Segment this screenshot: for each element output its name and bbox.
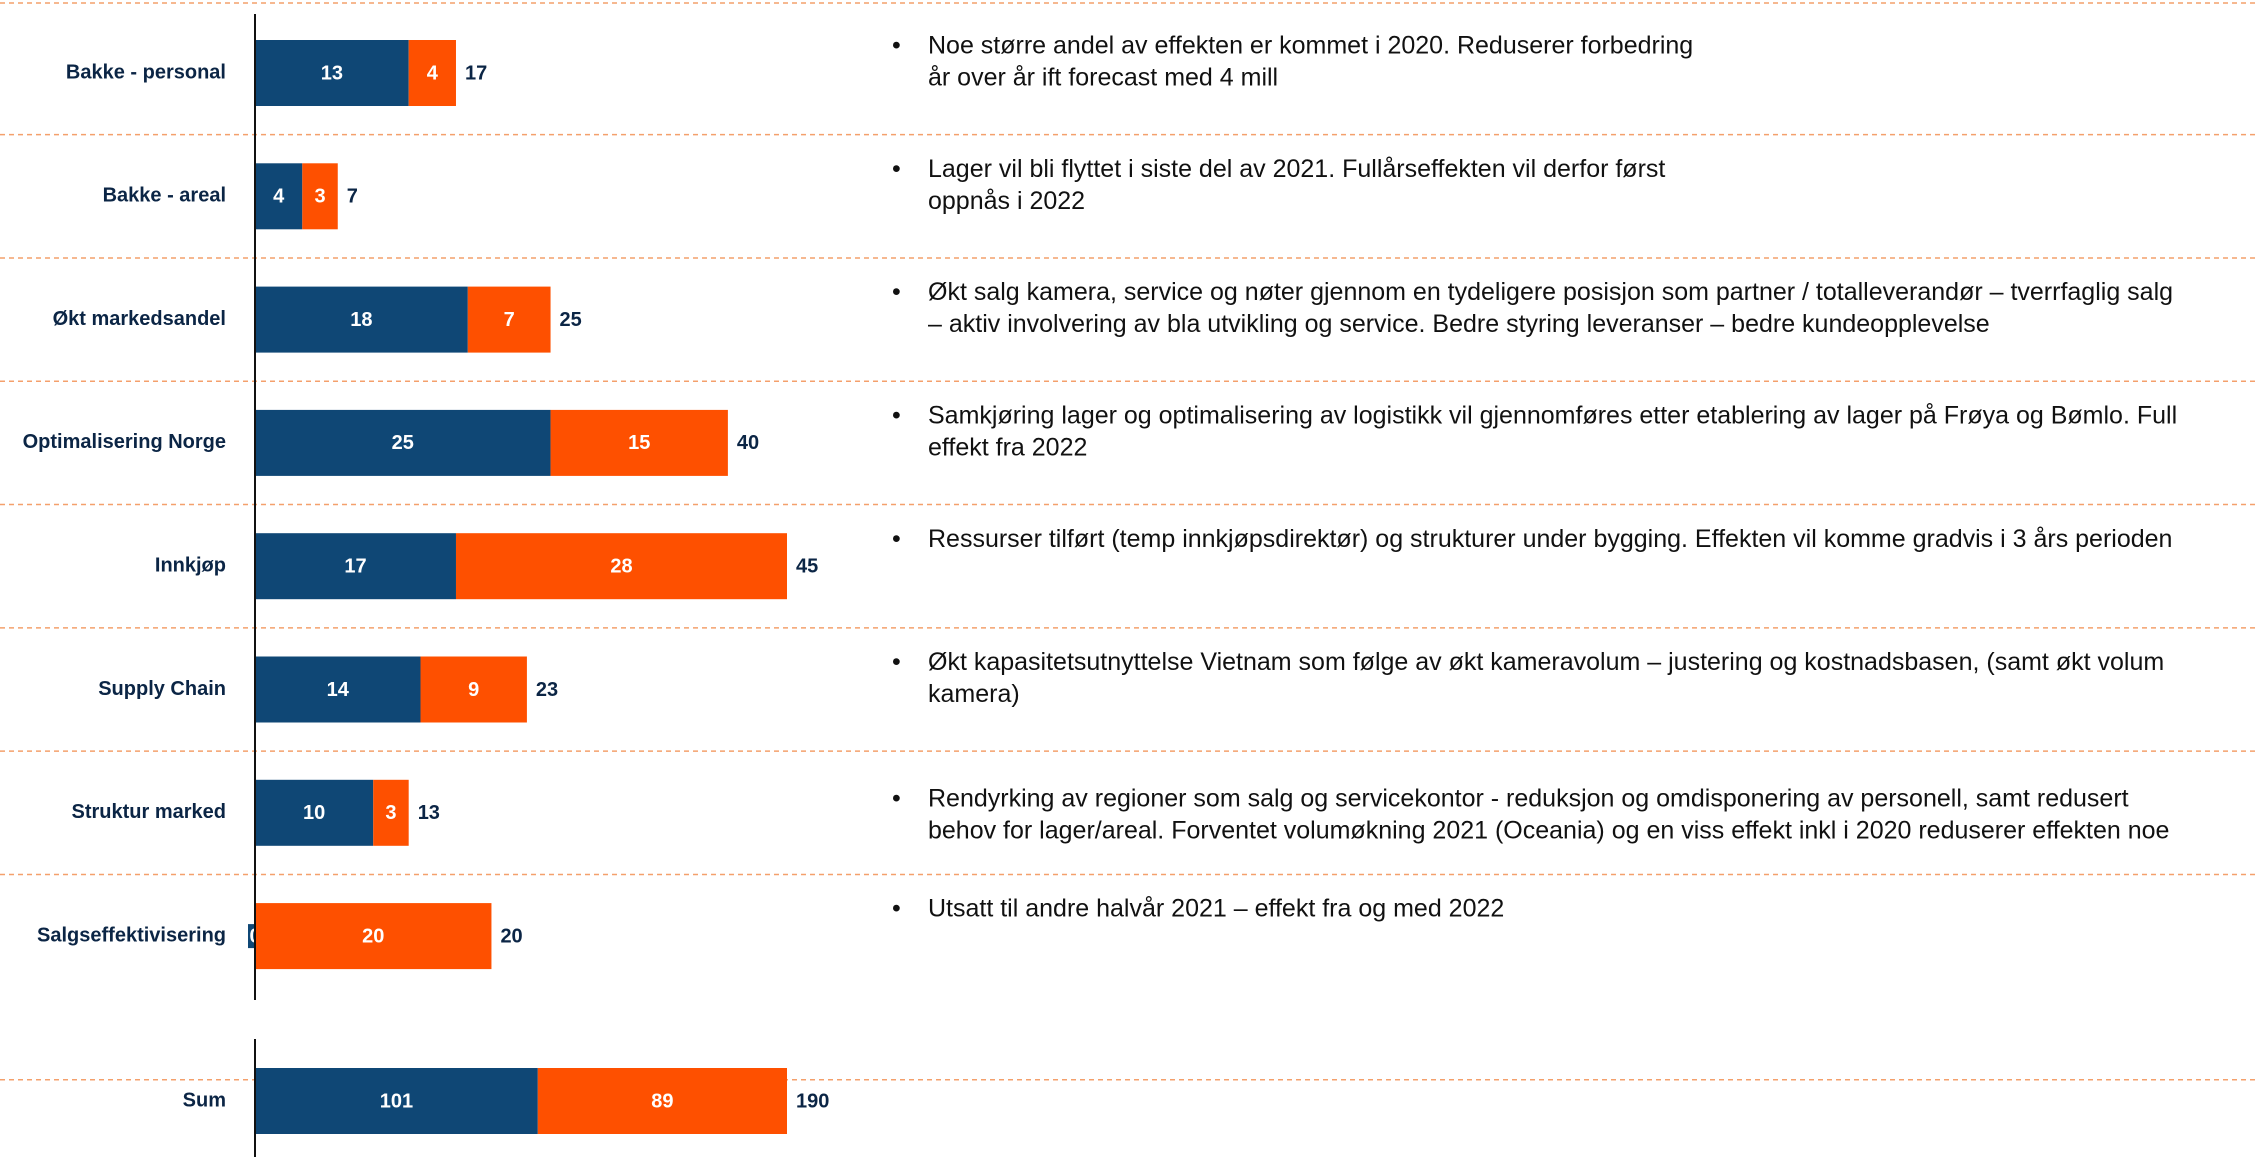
annotation: Utsatt til andre halvår 2021 – effekt fr… (928, 895, 1504, 923)
value-label: 89 (651, 1090, 673, 1112)
value-label: 7 (504, 309, 515, 331)
bar-segment (302, 163, 338, 230)
total-label: 20 (500, 925, 522, 947)
total-label: 23 (536, 679, 558, 701)
bar-segment (255, 1068, 538, 1134)
value-label: 101 (380, 1090, 413, 1112)
value-label: 4 (273, 186, 285, 208)
annotation: effekt fra 2022 (928, 434, 1087, 462)
category-label: Sum (183, 1089, 226, 1111)
bullet: • (892, 402, 901, 430)
bar-segment (255, 533, 456, 600)
bullet: • (892, 155, 901, 183)
category-label: Supply Chain (98, 678, 226, 700)
bullet: • (892, 525, 901, 553)
annotation: Ressurser tilført (temp innkjøpsdirektør… (928, 525, 2172, 553)
category-label: Salgseffektivisering (37, 924, 226, 946)
category-label: Bakke - areal (103, 185, 226, 207)
total-label: 7 (347, 186, 358, 208)
annotation: kamera) (928, 680, 1020, 708)
bar-segment (255, 409, 551, 476)
bar-segment (255, 40, 409, 106)
value-label: 9 (468, 679, 479, 701)
value-label: 18 (350, 309, 372, 331)
bar-segment (373, 779, 409, 846)
value-label: 4 (427, 62, 439, 84)
total-label: 25 (560, 309, 582, 331)
total-label: 45 (796, 555, 818, 577)
bar-segment (255, 286, 468, 353)
total-label: 40 (737, 432, 759, 454)
bullet: • (892, 784, 901, 812)
category-label: Økt markedsandel (53, 308, 226, 330)
value-label: 20 (362, 925, 384, 947)
value-label: 3 (385, 802, 396, 824)
annotation: Noe større andel av effekten er kommet i… (928, 32, 1693, 60)
category-label: Bakke - personal (66, 61, 226, 83)
annotation: Økt kapasitetsutnyttelse Vietnam som føl… (928, 648, 2164, 676)
annotation: – aktiv involvering av bla utvikling og … (928, 310, 1990, 338)
bar-segment (467, 286, 551, 353)
category-label: Optimalisering Norge (23, 431, 226, 453)
bar-segment (255, 779, 374, 846)
total-label: 13 (418, 802, 440, 824)
bar-segment (255, 656, 421, 723)
bar-segment (455, 533, 787, 600)
bullet: • (892, 895, 901, 923)
annotation: Økt salg kamera, service og nøter gjenno… (928, 278, 2173, 306)
total-label: 17 (465, 62, 487, 84)
bullet: • (892, 32, 901, 60)
value-label: 17 (344, 555, 366, 577)
annotation: Samkjøring lager og optimalisering av lo… (928, 402, 2177, 430)
annotation: oppnås i 2022 (928, 187, 1085, 215)
bullet: • (892, 278, 901, 306)
bar-segment (550, 409, 728, 476)
category-label: Struktur marked (72, 801, 227, 823)
annotation: Lager vil bli flyttet i siste del av 202… (928, 155, 1665, 183)
value-label: 13 (321, 62, 343, 84)
bar-segment (420, 656, 527, 723)
bar-segment (408, 40, 456, 106)
bar-segment (255, 903, 492, 970)
total-label: 190 (796, 1090, 829, 1112)
annotation: Rendyrking av regioner som salg og servi… (928, 784, 2129, 812)
value-label: 14 (327, 679, 350, 701)
bar-segment (537, 1068, 787, 1134)
value-label: 3 (314, 186, 325, 208)
value-label: 15 (628, 432, 650, 454)
annotation: år over år ift forecast med 4 mill (928, 64, 1278, 92)
annotation: behov for lager/areal. Forventet volumøk… (928, 816, 2169, 844)
bar-segment (255, 163, 303, 230)
category-label: Innkjøp (155, 554, 226, 576)
bullet: • (892, 648, 901, 676)
value-label: 10 (303, 802, 325, 824)
value-label: 28 (610, 555, 632, 577)
value-label: 25 (392, 432, 414, 454)
